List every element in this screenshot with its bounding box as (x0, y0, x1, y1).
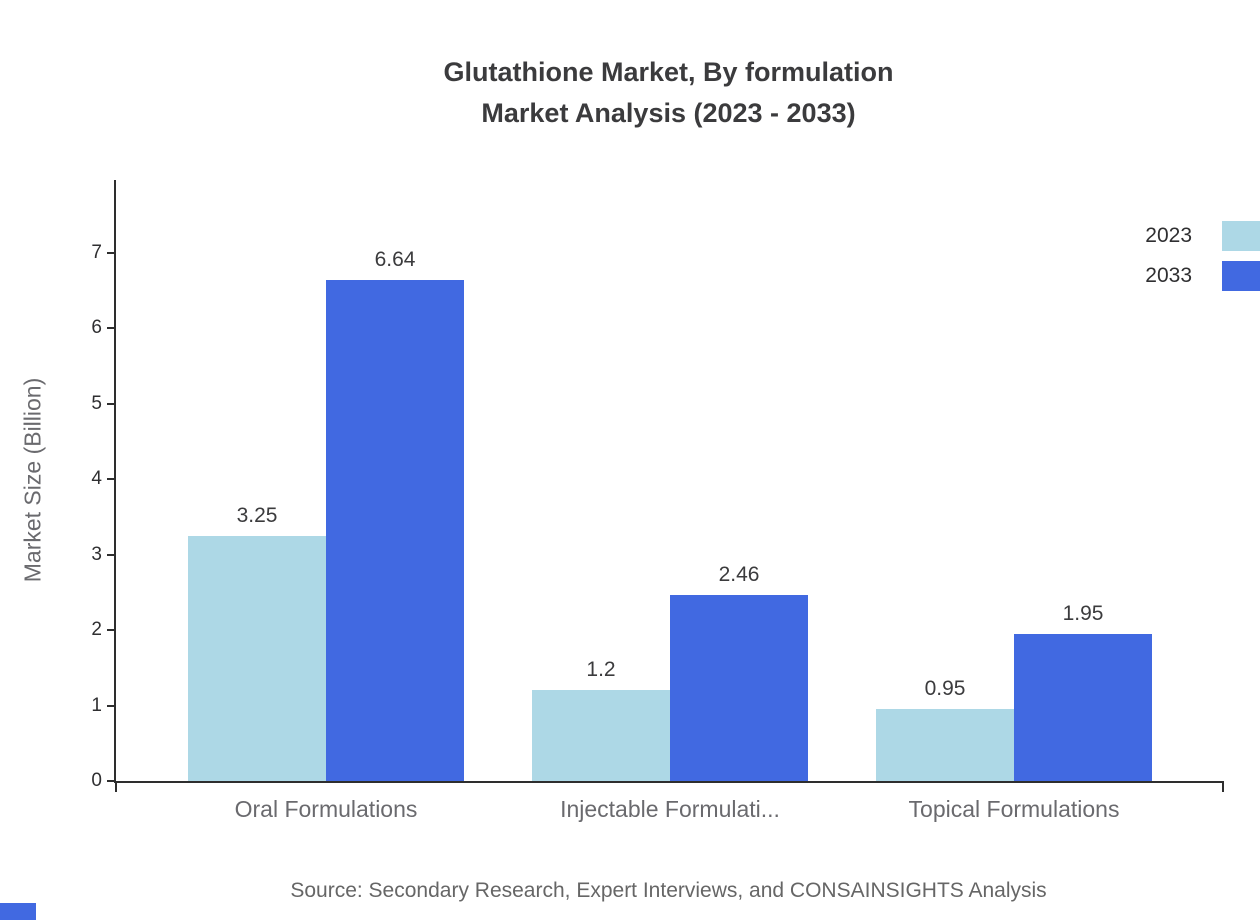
y-tick-mark (107, 553, 115, 556)
x-tick-mark (1222, 783, 1224, 792)
y-tick-label: 4 (91, 468, 102, 490)
x-category-label: Oral Formulations (234, 796, 418, 822)
y-tick-label: 0 (91, 770, 102, 791)
bar-2033-1[interactable] (326, 280, 464, 781)
value-label: 2.46 (718, 563, 760, 587)
y-axis-title: Market Size (Billion) (19, 377, 46, 583)
y-tick-label: 1 (91, 694, 102, 716)
y-tick-mark (107, 251, 115, 254)
source-note: Source: Secondary Research, Expert Inter… (290, 879, 1047, 902)
y-tick-mark (107, 327, 115, 330)
y-tick-mark (107, 780, 115, 782)
bar-2023-2[interactable] (532, 690, 670, 781)
x-tick-mark (115, 783, 117, 792)
legend-swatch-2033 (1222, 261, 1260, 291)
y-tick-label: 2 (91, 619, 102, 641)
x-axis-line (114, 781, 1224, 783)
y-tick-label: 3 (91, 543, 102, 565)
y-tick-mark (107, 704, 115, 707)
value-label: 0.95 (924, 677, 966, 701)
brand-corner-mark (0, 903, 36, 920)
y-tick-label: 5 (91, 392, 102, 414)
chart-title-line2: Market Analysis (2023 - 2033) (481, 98, 856, 128)
legend-label: 2023 (1145, 224, 1192, 247)
y-tick-mark (107, 402, 115, 405)
bar-2033-3[interactable] (1014, 633, 1152, 781)
x-category-label: Topical Formulations (908, 796, 1120, 822)
chart-title: Glutathione Market, By formulation Marke… (115, 52, 1222, 134)
bar-2023-1[interactable] (188, 535, 326, 781)
value-label: 1.95 (1062, 601, 1104, 625)
y-tick-label: 7 (91, 241, 102, 263)
y-tick-mark (107, 629, 115, 632)
legend-item-2023[interactable]: 2023 (1145, 221, 1260, 251)
x-category-label: Injectable Formulati... (560, 796, 780, 822)
y-tick-mark (107, 478, 115, 481)
y-tick-label: 6 (91, 317, 102, 339)
y-axis-line (114, 180, 116, 783)
bar-2033-2[interactable] (670, 595, 808, 781)
bar-2023-3[interactable] (876, 709, 1014, 781)
legend: 2023 2033 (1145, 221, 1260, 291)
legend-swatch-2023 (1222, 221, 1260, 251)
value-label: 6.64 (374, 248, 416, 272)
chart-title-line1: Glutathione Market, By formulation (443, 57, 894, 87)
value-label: 3.25 (236, 503, 278, 527)
legend-item-2033[interactable]: 2033 (1145, 261, 1260, 291)
value-label: 1.2 (586, 658, 616, 682)
legend-label: 2033 (1145, 264, 1192, 287)
